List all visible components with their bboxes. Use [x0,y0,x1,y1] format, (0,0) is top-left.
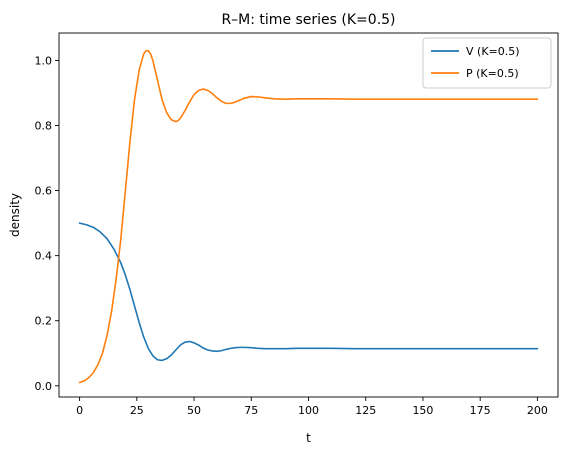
x-tick-label: 75 [244,404,258,417]
x-tick-label: 200 [527,404,548,417]
x-tick-label: 0 [76,404,83,417]
y-axis-ticks: 0.0 0.2 0.4 0.6 0.8 1.0 [35,54,59,393]
y-axis-label: density [8,193,22,237]
y-tick-label: 0.4 [35,250,53,263]
legend-label-1: P (K=0.5) [466,67,519,80]
legend: V (K=0.5) P (K=0.5) [422,37,552,89]
chart-title: R–M: time series (K=0.5) [221,12,395,28]
y-tick-label: 0.8 [35,119,53,132]
x-tick-label: 125 [355,404,376,417]
x-tick-label: 25 [130,404,144,417]
x-axis-label: t [306,431,311,445]
y-tick-label: 0.0 [35,380,53,393]
y-tick-label: 1.0 [35,54,53,67]
series-line-1 [78,49,539,384]
y-tick-label: 0.2 [35,315,53,328]
x-axis-ticks: 0 25 50 75 100 125 150 175 200 [76,397,548,417]
x-tick-label: 150 [412,404,433,417]
legend-label-0: V (K=0.5) [466,45,520,58]
x-tick-label: 100 [298,404,319,417]
x-tick-label: 50 [187,404,201,417]
x-tick-label: 175 [470,404,491,417]
y-tick-label: 0.6 [35,185,53,198]
series-line-0 [78,222,539,362]
